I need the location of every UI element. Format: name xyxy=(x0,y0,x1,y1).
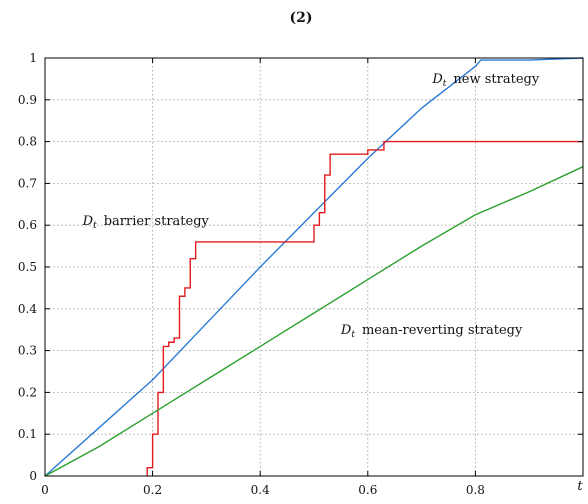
y-tick-label: 0.1 xyxy=(18,427,37,441)
annotation-text: new strategy xyxy=(453,72,539,87)
y-tick-label: 0.2 xyxy=(18,385,37,399)
x-tick-label: 0 xyxy=(41,483,49,497)
x-tick-label: 0.2 xyxy=(143,483,162,497)
x-tick-label: 0.8 xyxy=(466,483,485,497)
annotation-symbol: D xyxy=(431,72,443,87)
annotations: Dt new strategy Dt barrier strategy Dt mean-r… xyxy=(82,72,540,340)
chart-title: (2) xyxy=(290,10,313,26)
series-annotation: Dt new strategy xyxy=(431,72,539,89)
annotation-subscript: t xyxy=(443,79,447,89)
series-annotation: Dt mean-reverting strategy xyxy=(340,323,523,340)
y-tick-label: 0 xyxy=(29,469,37,483)
y-tick-label: 1 xyxy=(29,51,37,65)
y-tick-label: 0.4 xyxy=(18,302,37,316)
grid xyxy=(45,58,583,476)
ticks: 0 0.1 0.2 0.3 0.4 0.5 0.6 0.7 0.8 0.9 1 0 0.2 0.4 0.6 0… xyxy=(18,51,583,497)
x-axis-label: t xyxy=(577,479,583,494)
annotation-symbol: D xyxy=(340,323,352,338)
annotation-text: mean-reverting strategy xyxy=(362,323,523,338)
y-tick-label: 0.5 xyxy=(18,260,37,274)
series-line-d-t-mean-reverting-strategy xyxy=(44,166,584,477)
y-tick-label: 0.7 xyxy=(18,176,37,190)
annotation-text: barrier strategy xyxy=(104,214,210,229)
y-tick-label: 0.6 xyxy=(18,218,37,232)
series-annotation: Dt barrier strategy xyxy=(82,214,210,231)
annotation-symbol: D xyxy=(82,214,94,229)
y-tick-label: 0.9 xyxy=(18,93,37,107)
annotation-subscript: t xyxy=(351,330,355,340)
series-layer xyxy=(44,57,584,477)
x-tick-label: 0.6 xyxy=(358,483,377,497)
y-tick-label: 0.3 xyxy=(18,344,37,358)
series-line-d-t-barrier-strategy xyxy=(146,140,583,476)
y-tick-label: 0.8 xyxy=(18,135,37,149)
series-line-d-t-new-strategy xyxy=(44,57,584,477)
annotation-subscript: t xyxy=(93,221,97,231)
x-tick-label: 0.4 xyxy=(251,483,270,497)
